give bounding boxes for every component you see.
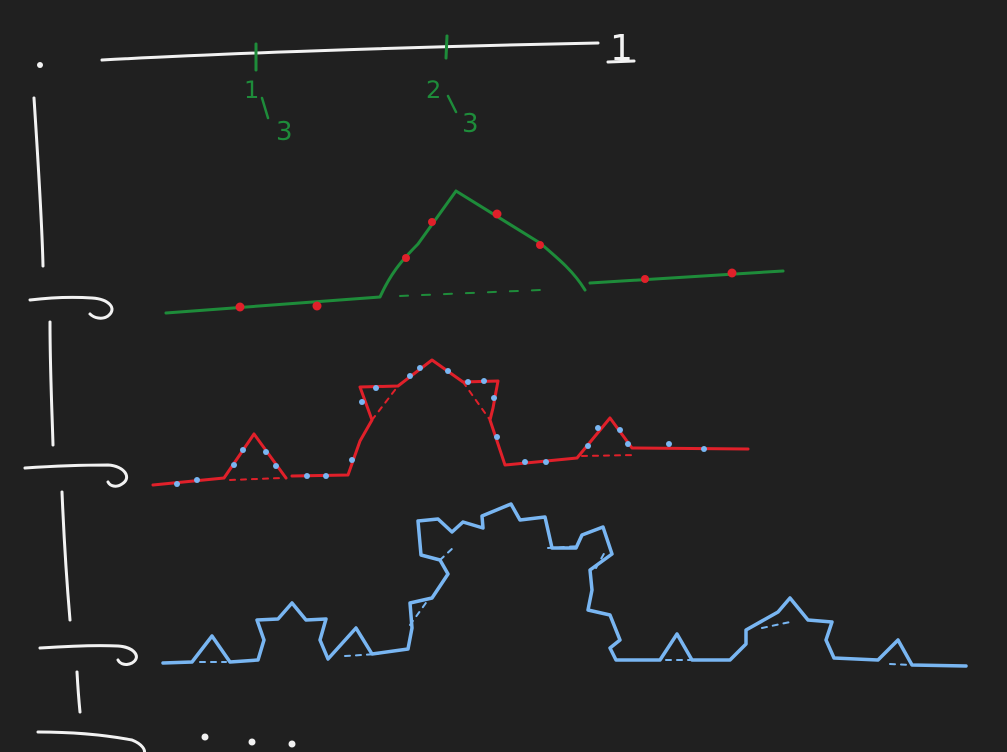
- koch-iteration-2-curve: [151, 358, 750, 487]
- division-point: [481, 378, 487, 384]
- ellipsis-dot: [201, 733, 209, 741]
- division-point: [465, 379, 471, 385]
- tick-label-one-third-slash: [260, 96, 270, 120]
- division-point: [231, 462, 237, 468]
- division-point: [492, 209, 502, 219]
- division-point: [304, 473, 310, 479]
- tick-two-thirds: [444, 34, 449, 60]
- division-point: [194, 477, 200, 483]
- division-point: [701, 446, 707, 452]
- tick-label-two-thirds-numerator: 2: [426, 76, 441, 104]
- ellipsis-dots: [201, 733, 296, 748]
- division-point: [617, 427, 623, 433]
- tick-label-two-thirds: 2 3: [426, 76, 479, 139]
- flow-line-1: [32, 96, 45, 268]
- koch-iteration-1-points: [235, 209, 737, 312]
- division-point: [240, 447, 246, 453]
- iteration-flow: [23, 96, 296, 752]
- unit-end-underline: [606, 59, 636, 64]
- division-point: [407, 373, 413, 379]
- division-point: [373, 385, 379, 391]
- division-point: [359, 399, 365, 405]
- tick-label-two-thirds-slash: [446, 94, 458, 114]
- koch-iteration-1: [164, 189, 785, 315]
- division-point: [522, 459, 528, 465]
- start-dot: [37, 62, 43, 68]
- division-point: [625, 441, 631, 447]
- koch-iteration-3-curve: [161, 502, 968, 668]
- division-point: [491, 395, 497, 401]
- division-point: [585, 443, 591, 449]
- ellipsis-dot: [248, 738, 256, 746]
- division-point: [536, 241, 544, 249]
- flow-line-4: [75, 670, 82, 714]
- division-point: [641, 275, 649, 283]
- koch-iteration-1-curve: [164, 189, 785, 315]
- flow-line-3: [60, 490, 72, 622]
- unit-end-label: 1: [610, 28, 633, 69]
- koch-iteration-3-base-dashed: [199, 545, 913, 666]
- division-point: [174, 481, 180, 487]
- division-point: [727, 268, 737, 278]
- division-point: [263, 449, 269, 455]
- flow-arrow-4: [36, 730, 146, 752]
- division-point: [417, 365, 423, 371]
- division-point: [666, 441, 672, 447]
- koch-iteration-2: [151, 358, 750, 487]
- division-point: [323, 473, 329, 479]
- koch-iteration-1-base-dashed: [399, 289, 541, 297]
- tick-label-one-third-denominator: 3: [276, 117, 293, 147]
- division-point: [402, 254, 410, 262]
- koch-iteration-2-base-dashed: [229, 381, 637, 481]
- koch-iteration-3: [161, 502, 968, 668]
- tick-label-one-third-numerator: 1: [244, 76, 259, 104]
- tick-label-two-thirds-denominator: 3: [462, 109, 479, 139]
- flow-arrow-2: [23, 463, 128, 488]
- division-point: [494, 434, 500, 440]
- ellipsis-dot: [288, 740, 296, 748]
- division-point: [349, 457, 355, 463]
- unit-interval: 1 1 3 2 3: [37, 28, 636, 147]
- flow-arrow-3: [38, 644, 138, 666]
- koch-iteration-2-points: [174, 365, 707, 487]
- division-point: [273, 463, 279, 469]
- flow-line-2: [48, 320, 55, 447]
- division-point: [428, 218, 436, 226]
- division-point: [595, 425, 601, 431]
- division-point: [235, 302, 245, 312]
- tick-label-one-third: 1 3: [244, 76, 293, 147]
- division-point: [312, 301, 322, 311]
- unit-interval-line: [100, 41, 600, 62]
- division-point: [543, 459, 549, 465]
- flow-arrow-1: [28, 295, 114, 320]
- division-point: [445, 368, 451, 374]
